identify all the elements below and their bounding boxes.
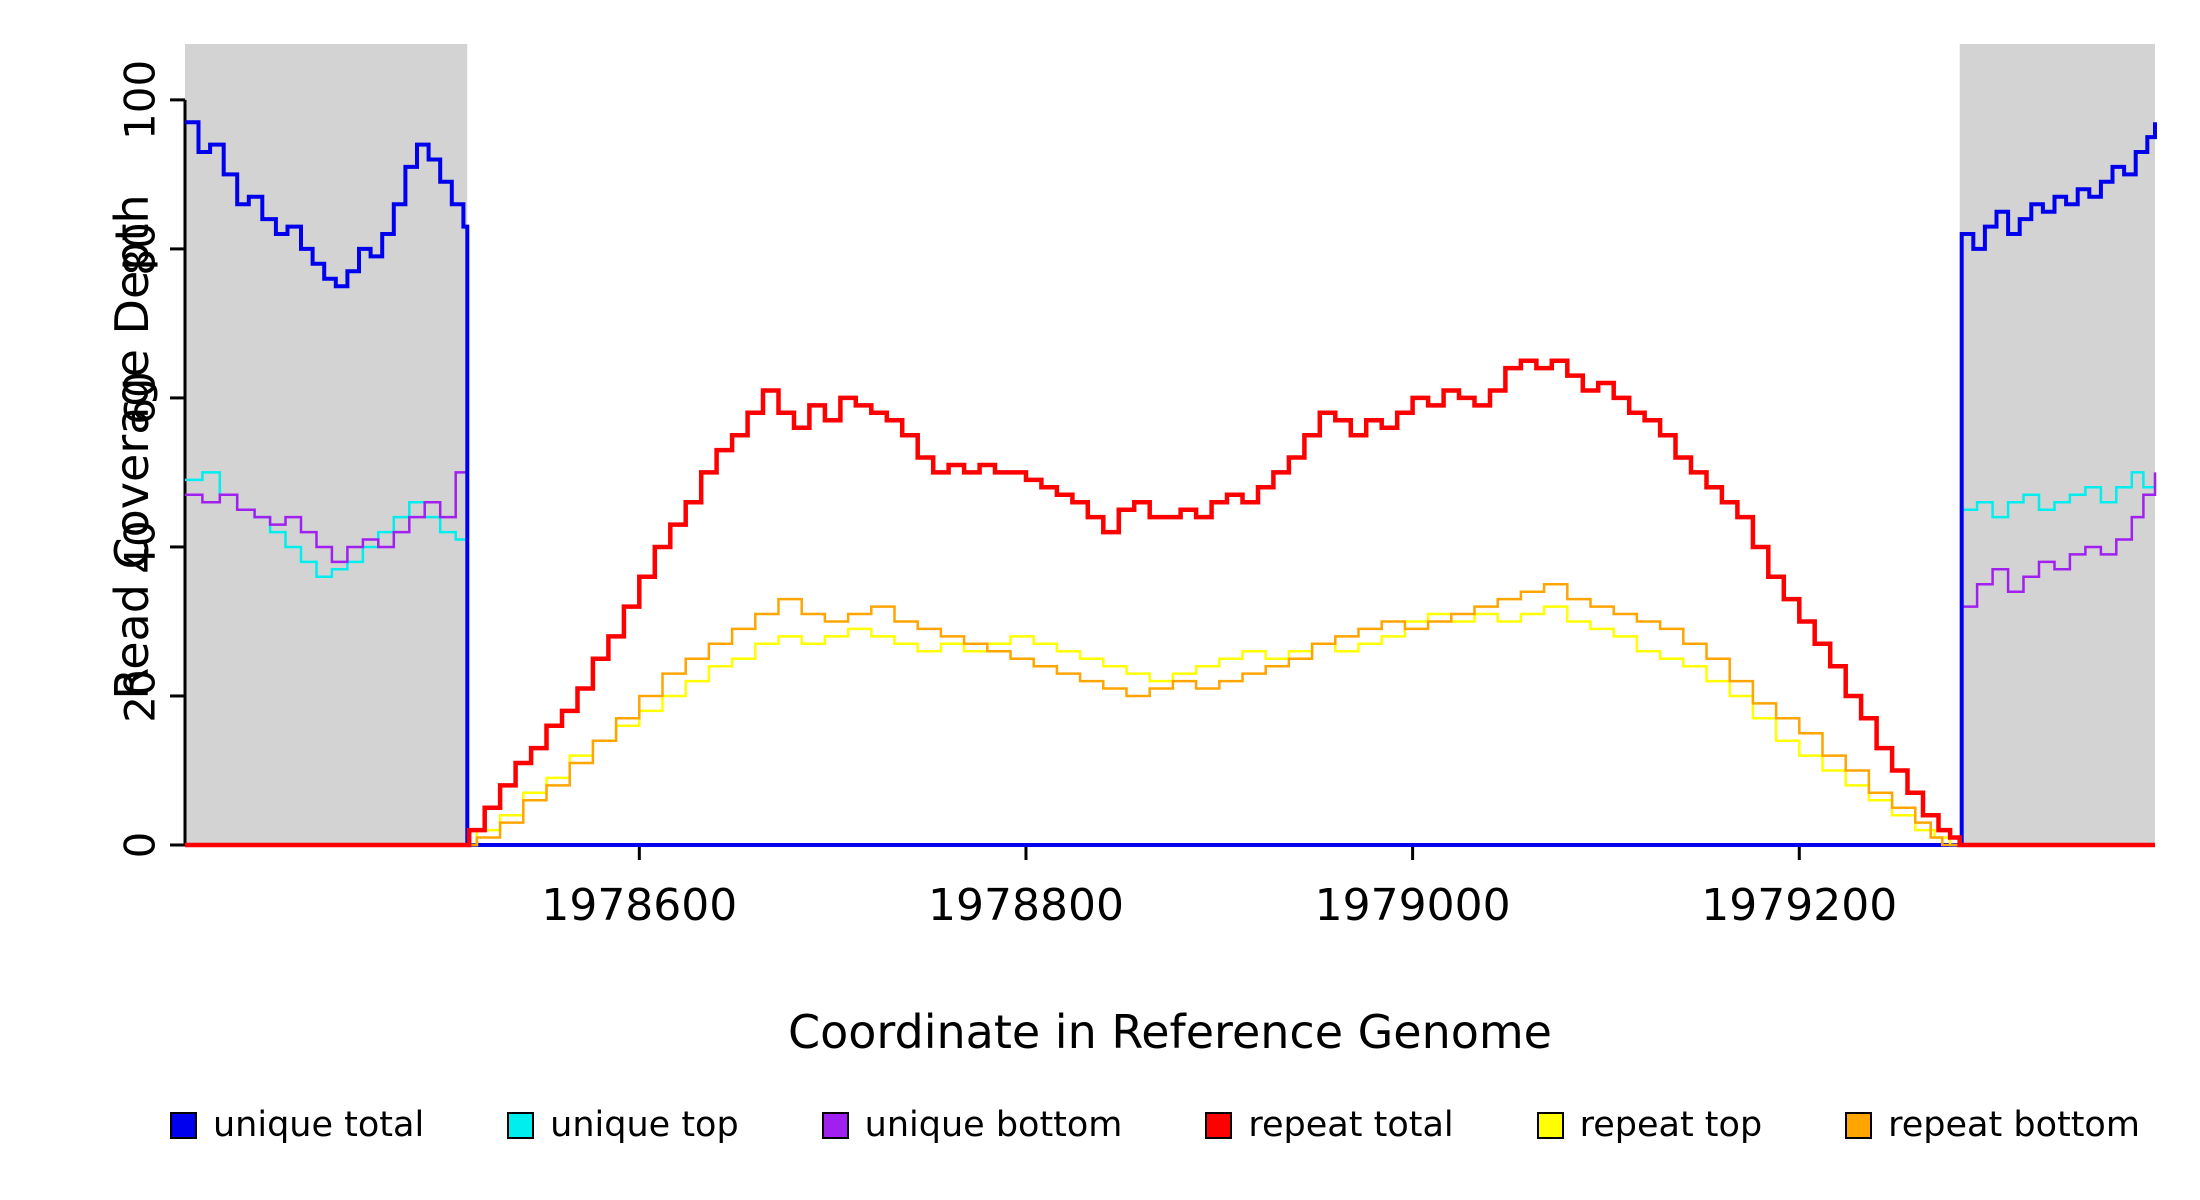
repeat-top-swatch-icon <box>1536 1112 1564 1139</box>
shaded-region-1 <box>1959 44 2155 845</box>
legend-label: unique total <box>213 1105 425 1145</box>
series-line-unique-total <box>185 120 2157 847</box>
series-line-unique-bottom <box>185 471 2157 847</box>
unique-bottom-swatch-icon <box>821 1112 849 1139</box>
x-tick-label: 1978600 <box>541 880 737 931</box>
legend-item-unique-bottom: unique bottom <box>821 1105 1123 1145</box>
y-tick-label: 80 <box>116 222 165 275</box>
legend-item-unique-total: unique total <box>170 1108 424 1143</box>
legend-label: unique top <box>550 1105 739 1145</box>
series-line-unique-top <box>185 471 2157 847</box>
repeat-bottom-swatch-icon <box>1845 1112 1873 1139</box>
x-tick-label: 1979200 <box>1701 880 1897 931</box>
repeat-total-swatch-icon <box>1205 1112 1233 1139</box>
x-tick-label: 1979000 <box>1315 880 1511 931</box>
unique-total-swatch-icon <box>170 1112 197 1139</box>
legend-item-repeat-top: repeat top <box>1536 1105 1763 1145</box>
y-axis-title: Read Coverage Depth <box>105 194 159 700</box>
unique-top-swatch-icon <box>507 1112 535 1139</box>
series-line-repeat-total <box>185 358 2155 848</box>
series-line-repeat-top <box>185 605 2155 847</box>
legend-label: repeat total <box>1248 1105 1454 1145</box>
legend-label: unique bottom <box>864 1105 1123 1145</box>
legend-item-repeat-bottom: repeat bottom <box>1845 1108 2140 1143</box>
x-tick-label: 1978800 <box>928 880 1124 931</box>
y-tick-label: 40 <box>116 520 165 573</box>
y-tick-label: 0 <box>116 832 165 859</box>
x-axis-title: Coordinate in Reference Genome <box>788 1005 1552 1059</box>
legend-label: repeat bottom <box>1888 1105 2140 1145</box>
legend: unique total unique top unique bottom re… <box>170 1108 2140 1143</box>
legend-item-unique-top: unique top <box>507 1108 739 1143</box>
legend-item-repeat-total: repeat total <box>1205 1105 1454 1145</box>
series-line-repeat-bottom <box>185 582 2155 847</box>
y-tick-label: 60 <box>116 371 165 424</box>
legend-label: repeat top <box>1579 1105 1763 1145</box>
y-tick-label: 20 <box>116 669 165 722</box>
y-tick-label: 100 <box>116 60 165 140</box>
shaded-region-0 <box>185 44 468 845</box>
